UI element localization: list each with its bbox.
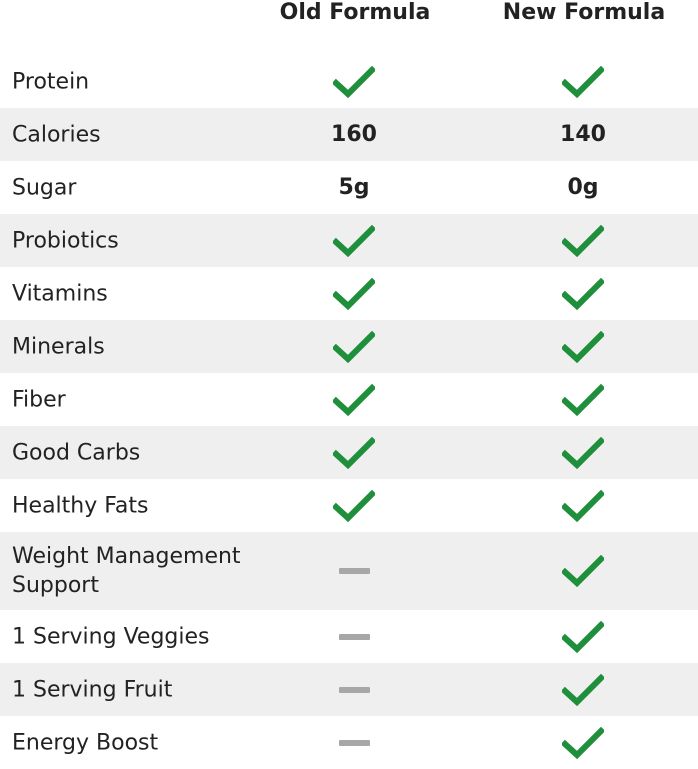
check-icon [553,489,613,522]
table-row: Probiotics [0,214,698,267]
new-value: 140 [553,122,613,148]
table-header: Old Formula New Formula [0,0,698,40]
check-icon [553,330,613,363]
check-icon [324,224,384,257]
check-icon [324,277,384,310]
dash-icon [338,686,370,693]
table-row: Good Carbs [0,426,698,479]
row-label: Minerals [12,334,105,359]
check-icon [553,277,613,310]
dash-icon [324,739,384,746]
table-row: Energy Boost [0,716,698,769]
dash-icon [338,739,370,746]
table-row: Healthy Fats [0,479,698,532]
row-label: Calories [12,122,101,147]
comparison-table: Protein Calories 160 140 Sugar 5g 0g Probiotics… [0,55,698,769]
table-row: Sugar 5g 0g [0,161,698,214]
check-icon [553,673,613,706]
row-label: Good Carbs [12,440,141,465]
dash-icon [324,633,384,640]
check-icon [553,555,613,587]
check-icon [553,726,613,759]
table-row: 1 Serving Veggies [0,610,698,663]
table-row: Calories 160 140 [0,108,698,161]
row-label: Probiotics [12,228,119,253]
check-icon [553,65,613,98]
new-formula-heading: New Formula [502,0,666,25]
new-value: 0g [553,175,613,201]
table-row: Minerals [0,320,698,373]
check-icon [553,383,613,416]
table-row: Weight Management Support [0,532,698,610]
check-icon [324,489,384,522]
check-icon [553,224,613,257]
row-label: Healthy Fats [12,493,149,518]
dash-icon [338,633,370,640]
row-label: Energy Boost [12,730,159,755]
table-row: Vitamins [0,267,698,320]
old-value-text: 5g [338,174,370,200]
check-icon [324,65,384,98]
old-value-text: 160 [331,121,377,147]
table-row: 1 Serving Fruit [0,663,698,716]
row-label: Vitamins [12,281,108,306]
row-label: Protein [12,69,90,94]
old-formula-heading: Old Formula [279,0,431,25]
old-value: 160 [324,122,384,148]
row-label: Fiber [12,387,66,412]
row-label: Sugar [12,175,77,200]
row-label: Weight Management Support [12,544,241,598]
row-label: 1 Serving Veggies [12,624,210,649]
check-icon [324,436,384,469]
check-icon [553,436,613,469]
dash-icon [324,568,384,574]
table-row: Protein [0,55,698,108]
check-icon [553,620,613,653]
check-icon [324,330,384,363]
row-label: 1 Serving Fruit [12,677,173,702]
table-row: Fiber [0,373,698,426]
new-value-text: 0g [567,174,599,200]
old-value: 5g [324,175,384,201]
dash-icon [324,686,384,693]
check-icon [324,383,384,416]
dash-icon [338,568,370,574]
new-value-text: 140 [560,121,606,147]
